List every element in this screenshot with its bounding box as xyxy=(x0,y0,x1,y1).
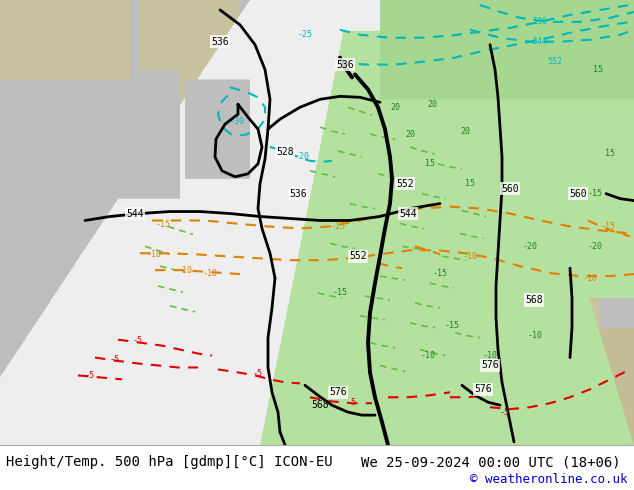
Text: 576: 576 xyxy=(481,361,499,370)
Text: -30: -30 xyxy=(230,117,245,125)
Text: 544: 544 xyxy=(399,209,417,219)
Text: © weatheronline.co.uk: © weatheronline.co.uk xyxy=(470,473,628,487)
Text: -10: -10 xyxy=(146,250,162,259)
Text: 576: 576 xyxy=(474,384,492,394)
Text: -5: -5 xyxy=(500,408,510,416)
Text: Height/Temp. 500 hPa [gdmp][°C] ICON-EU: Height/Temp. 500 hPa [gdmp][°C] ICON-EU xyxy=(6,455,333,469)
Text: -15: -15 xyxy=(155,220,171,229)
Text: 560: 560 xyxy=(569,189,587,198)
Text: -10: -10 xyxy=(462,252,477,261)
Text: 552: 552 xyxy=(548,57,562,66)
Text: 20: 20 xyxy=(460,126,470,136)
Text: 15: 15 xyxy=(605,149,615,158)
Text: -15: -15 xyxy=(330,222,346,231)
Text: -15: -15 xyxy=(600,222,616,231)
Text: 15: 15 xyxy=(465,179,475,188)
Text: -10: -10 xyxy=(420,351,436,360)
Text: 20: 20 xyxy=(390,103,400,112)
Text: -15: -15 xyxy=(332,289,347,297)
Text: 544: 544 xyxy=(126,209,144,219)
Text: -5: -5 xyxy=(85,371,95,380)
Text: 20: 20 xyxy=(427,100,437,109)
Text: 536: 536 xyxy=(289,189,307,198)
Text: 536: 536 xyxy=(533,17,548,26)
Text: -10: -10 xyxy=(583,273,597,283)
Text: -10: -10 xyxy=(202,269,217,278)
Text: -5: -5 xyxy=(133,336,143,345)
Text: -15: -15 xyxy=(588,189,602,198)
Text: We 25-09-2024 00:00 UTC (18+06): We 25-09-2024 00:00 UTC (18+06) xyxy=(361,455,621,469)
Text: 576: 576 xyxy=(329,387,347,397)
Text: 560: 560 xyxy=(501,184,519,194)
Text: 552: 552 xyxy=(349,251,367,261)
Text: 552: 552 xyxy=(396,179,414,189)
Text: -20: -20 xyxy=(588,242,602,251)
Text: 528: 528 xyxy=(276,147,294,157)
Text: 536: 536 xyxy=(336,60,354,70)
Text: -5: -5 xyxy=(253,369,263,378)
Text: -5: -5 xyxy=(110,355,120,364)
Text: 544: 544 xyxy=(533,37,548,46)
Text: -5: -5 xyxy=(347,398,357,407)
Text: -15: -15 xyxy=(432,269,448,278)
Text: 20: 20 xyxy=(405,129,415,139)
Text: 15: 15 xyxy=(593,65,603,74)
Text: 536: 536 xyxy=(211,37,229,47)
Text: -15: -15 xyxy=(444,321,460,330)
Text: -10: -10 xyxy=(482,351,498,360)
Text: 15: 15 xyxy=(425,159,435,169)
Text: -10: -10 xyxy=(178,266,193,274)
Text: -20: -20 xyxy=(295,152,309,161)
Text: 568: 568 xyxy=(525,295,543,305)
Text: 568: 568 xyxy=(311,400,329,410)
Text: -10: -10 xyxy=(527,331,543,340)
Text: -20: -20 xyxy=(522,242,538,251)
Text: -25: -25 xyxy=(297,30,313,39)
